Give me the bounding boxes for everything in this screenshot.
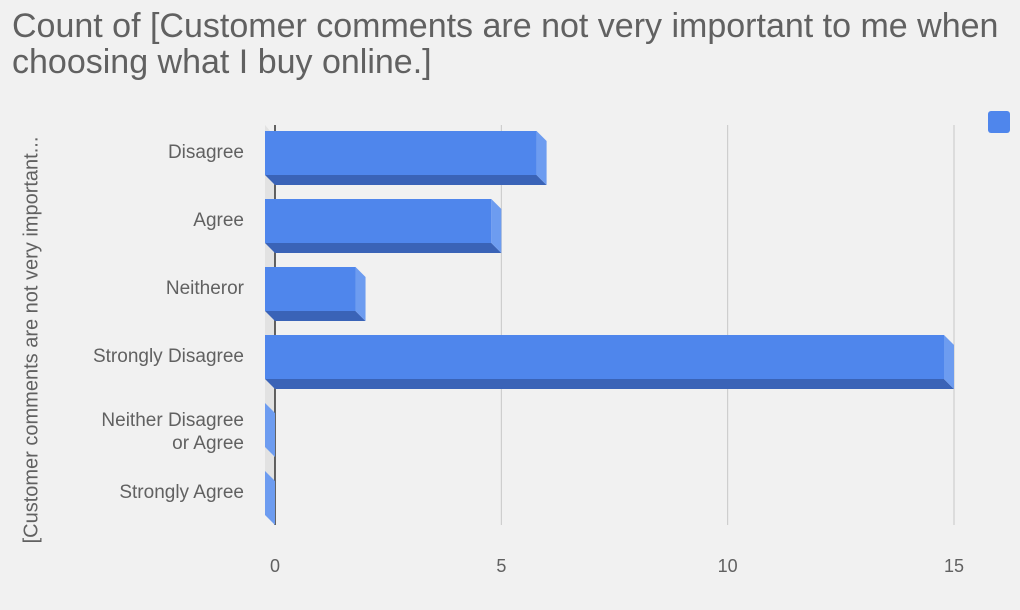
bar-side-face	[355, 267, 366, 321]
y-tick-label: Strongly Agree	[119, 482, 244, 503]
y-tick-label: Strongly Disagree	[93, 346, 244, 367]
bar	[265, 199, 492, 243]
axis-wall	[265, 125, 275, 525]
chart-title: Count of [Customer comments are not very…	[12, 7, 999, 81]
x-tick-label: 5	[496, 556, 506, 576]
bar-side-face	[265, 403, 275, 457]
bar-side-face	[491, 199, 502, 253]
x-tick-label: 15	[944, 556, 964, 576]
bar	[265, 267, 356, 311]
legend-swatch	[988, 111, 1010, 133]
y-tick-label: Neither Disagree or Agree	[101, 410, 244, 454]
bar-side-face	[536, 131, 547, 185]
bar	[265, 131, 537, 175]
y-tick-label: Agree	[193, 210, 244, 231]
bar-side-face	[265, 471, 275, 525]
bar-bottom-face	[265, 243, 502, 253]
y-tick-label: Neitheror	[166, 278, 245, 299]
x-tick-label: 0	[270, 556, 280, 576]
y-tick-label: Disagree	[168, 142, 244, 163]
bar-bottom-face	[265, 175, 547, 185]
bar-bottom-face	[265, 311, 366, 321]
x-tick-label: 10	[718, 556, 738, 576]
bar-bottom-face	[265, 379, 954, 389]
bar-side-face	[944, 335, 954, 389]
bar	[265, 335, 944, 379]
